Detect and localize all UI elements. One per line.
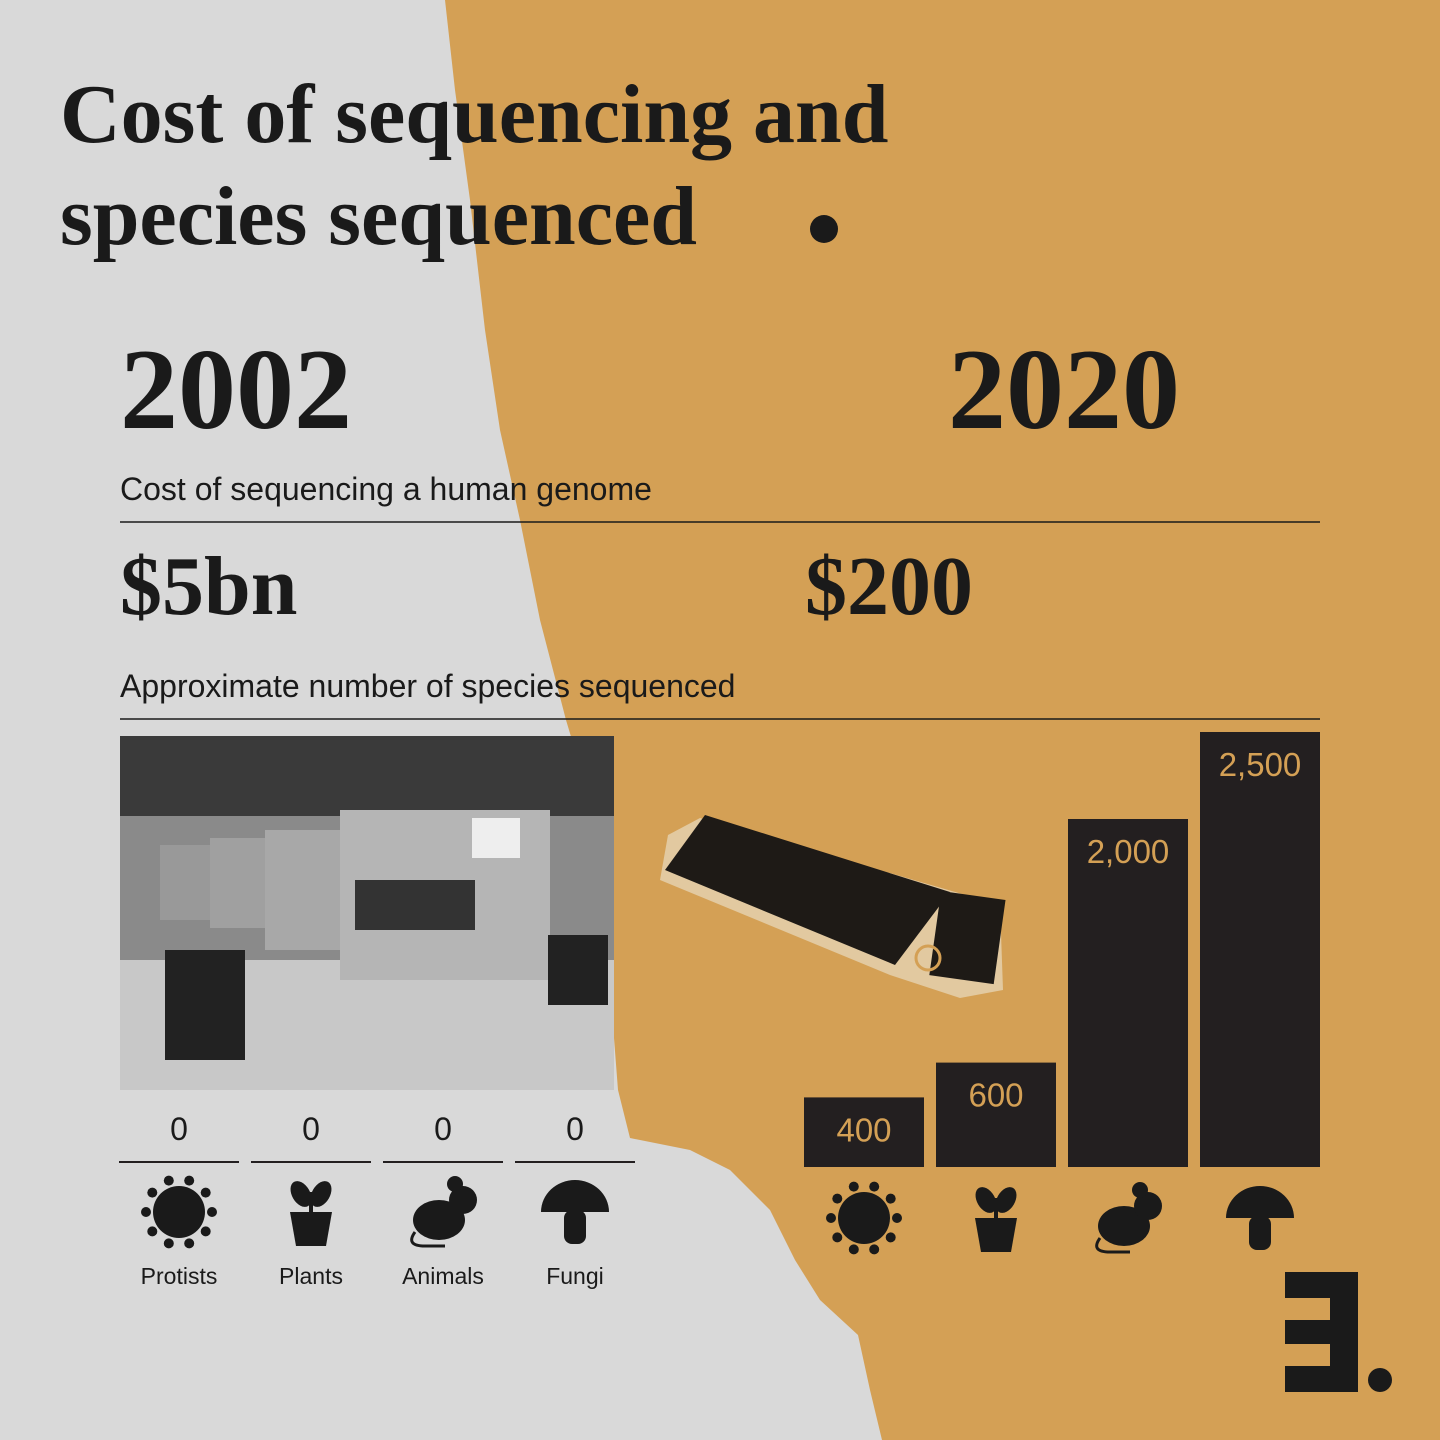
bar bbox=[936, 1062, 1056, 1167]
icon bbox=[541, 1180, 609, 1244]
icon bbox=[141, 1175, 217, 1249]
title-line-2: species sequenced bbox=[60, 170, 697, 263]
icon-part bbox=[994, 1198, 998, 1218]
icon-part bbox=[200, 1226, 211, 1237]
value-label: 600 bbox=[968, 1077, 1023, 1114]
icon-part bbox=[869, 1181, 880, 1192]
icon-part bbox=[1098, 1206, 1150, 1246]
title-dot bbox=[810, 215, 838, 243]
icon-part bbox=[141, 1207, 151, 1217]
icon-part bbox=[1226, 1186, 1294, 1218]
icon-part bbox=[1249, 1216, 1271, 1250]
value-label: 0 bbox=[170, 1111, 188, 1147]
torn-panel bbox=[445, 0, 1440, 1440]
icon bbox=[410, 1176, 477, 1248]
title-line-1: Cost of sequencing and bbox=[60, 68, 888, 161]
species-label: Approximate number of species sequenced bbox=[120, 668, 735, 704]
icon-part bbox=[309, 1192, 313, 1212]
icon-part bbox=[1134, 1192, 1162, 1220]
icon-part bbox=[207, 1207, 217, 1217]
icon bbox=[290, 1181, 332, 1246]
icon-part bbox=[995, 1187, 1017, 1213]
icon-part bbox=[975, 1187, 997, 1213]
icon bbox=[1226, 1186, 1294, 1250]
category-label: Plants bbox=[279, 1263, 343, 1289]
icon-part bbox=[885, 1232, 896, 1243]
icon-part bbox=[564, 1210, 586, 1244]
phone-photo bbox=[660, 815, 1006, 998]
category-label: Fungi bbox=[546, 1263, 604, 1289]
icon bbox=[826, 1181, 902, 1255]
icon-part bbox=[869, 1244, 880, 1255]
icon bbox=[975, 1187, 1017, 1252]
value-label: 400 bbox=[836, 1111, 891, 1148]
icon-part bbox=[975, 1218, 1017, 1252]
icon-part bbox=[449, 1186, 477, 1214]
icon-part bbox=[310, 1181, 332, 1207]
icon-part bbox=[163, 1238, 174, 1249]
lab-photo bbox=[120, 736, 614, 1090]
icon-part bbox=[413, 1200, 465, 1240]
icon-part bbox=[838, 1192, 890, 1244]
icon-part bbox=[410, 1231, 445, 1248]
category-label: Protists bbox=[141, 1263, 218, 1289]
icon-part bbox=[163, 1175, 174, 1186]
icon bbox=[1095, 1182, 1162, 1254]
value-label: 0 bbox=[302, 1111, 320, 1147]
icon-part bbox=[848, 1244, 859, 1255]
year-right: 2020 bbox=[948, 326, 1180, 454]
bar bbox=[804, 1097, 924, 1167]
icon-part bbox=[541, 1180, 609, 1212]
icon-part bbox=[848, 1181, 859, 1192]
icon-part bbox=[147, 1187, 158, 1198]
icon-part bbox=[885, 1193, 896, 1204]
icon-part bbox=[892, 1213, 902, 1223]
icon-part bbox=[184, 1175, 195, 1186]
value-label: 0 bbox=[434, 1111, 452, 1147]
logo bbox=[1285, 1272, 1392, 1392]
value-label: 0 bbox=[566, 1111, 584, 1147]
value-label: 2,000 bbox=[1087, 833, 1170, 870]
icon-part bbox=[200, 1187, 211, 1198]
year-left: 2002 bbox=[120, 326, 352, 454]
value-label: 2,500 bbox=[1219, 746, 1302, 783]
icon-part bbox=[1095, 1237, 1130, 1254]
category-label: Animals bbox=[402, 1263, 484, 1289]
icon-part bbox=[832, 1232, 843, 1243]
bar bbox=[1200, 732, 1320, 1167]
icon-part bbox=[290, 1212, 332, 1246]
icon-part bbox=[290, 1181, 312, 1207]
icon-part bbox=[832, 1193, 843, 1204]
cost-label: Cost of sequencing a human genome bbox=[120, 471, 652, 507]
cost-right: $200 bbox=[805, 540, 973, 633]
icon-part bbox=[826, 1213, 836, 1223]
icon-part bbox=[147, 1226, 158, 1237]
icon-part bbox=[153, 1186, 205, 1238]
bar bbox=[1068, 819, 1188, 1167]
cost-left: $5bn bbox=[120, 540, 297, 633]
icon-part bbox=[447, 1176, 463, 1192]
icon-part bbox=[184, 1238, 195, 1249]
icon-part bbox=[1132, 1182, 1148, 1198]
